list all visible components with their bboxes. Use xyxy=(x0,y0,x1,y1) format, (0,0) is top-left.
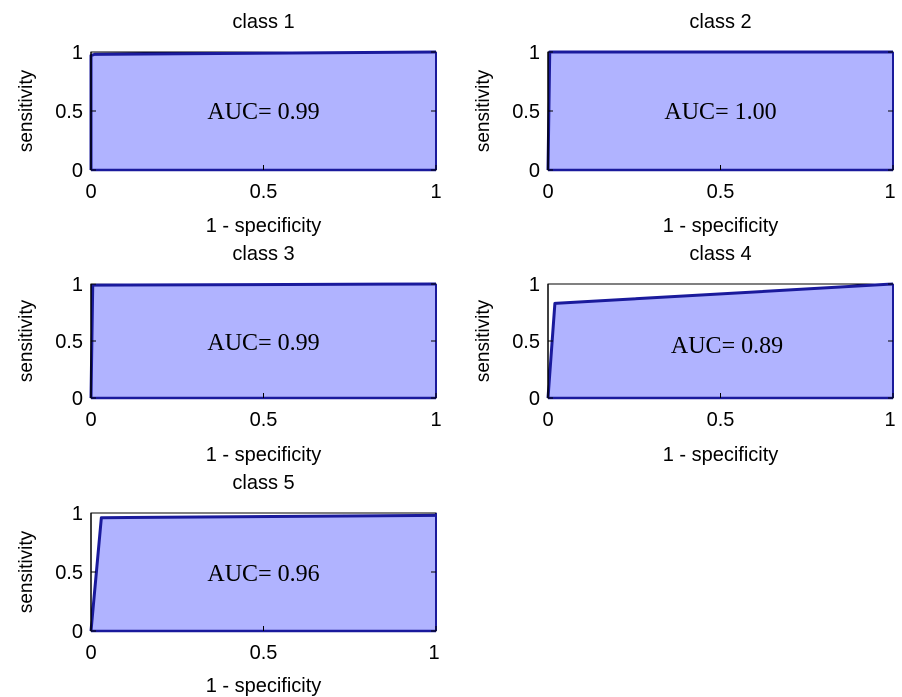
x-tick-label: 0.5 xyxy=(707,409,735,431)
x-tick-label: 0 xyxy=(85,642,96,664)
panel-class-3: class 3 AUC= 0.99 0 0.5 1 0 0.5 1 1 - sp… xyxy=(16,243,442,466)
y-tick-label: 0.5 xyxy=(512,331,540,353)
y-tick-label: 0.5 xyxy=(512,101,540,123)
chart-title: class 5 xyxy=(232,472,294,494)
x-axis-label: 1 - specificity xyxy=(206,215,322,237)
y-tick-label: 0 xyxy=(72,160,83,182)
roc-area xyxy=(91,515,436,631)
auc-label: AUC= xyxy=(207,561,271,587)
plot-area xyxy=(89,512,437,633)
panel-class-4: class 4 AUC= 0.89 0 0.5 1 0 0.5 1 1 - sp… xyxy=(473,243,896,466)
panel-class-5: class 5 AUC= 0.96 0 0.5 1 0 0.5 1 1 - sp… xyxy=(16,472,440,697)
x-tick-label: 0.5 xyxy=(250,409,278,431)
y-tick-label: 0.5 xyxy=(55,562,83,584)
y-tick-label: 1 xyxy=(529,42,540,64)
y-tick-label: 0 xyxy=(529,160,540,182)
x-axis-label: 1 - specificity xyxy=(206,444,322,466)
x-axis-label: 1 - specificity xyxy=(663,215,779,237)
x-tick-label: 0.5 xyxy=(250,642,278,664)
y-axis-label: sensitivity xyxy=(473,69,494,152)
y-tick-label: 0 xyxy=(72,388,83,410)
auc-value: 0.99 xyxy=(278,99,320,125)
auc-label: AUC= xyxy=(664,99,728,125)
y-tick-label: 0 xyxy=(72,621,83,643)
x-tick-label: 0 xyxy=(85,181,96,203)
y-tick-label: 0.5 xyxy=(55,101,83,123)
auc-label: AUC= xyxy=(671,333,735,359)
y-tick-label: 1 xyxy=(72,274,83,296)
roc-area xyxy=(548,52,893,170)
auc-value: 0.89 xyxy=(741,333,783,359)
auc-annotation: AUC= 0.89 xyxy=(671,333,783,359)
plot-area xyxy=(546,50,894,172)
panel-class-2: class 2 AUC= 1.00 0 0.5 1 0 0.5 1 1 - sp… xyxy=(473,11,896,237)
panel-class-1: class 1 AUC= 0.99 0 0.5 1 0 0.5 1 1 - sp… xyxy=(16,11,442,237)
x-axis-label: 1 - specificity xyxy=(663,444,779,466)
chart-title: class 2 xyxy=(689,11,751,33)
roc-area xyxy=(548,284,893,398)
roc-curve xyxy=(89,513,437,632)
roc-area xyxy=(91,52,436,170)
auc-label: AUC= xyxy=(207,99,271,125)
auc-annotation: AUC= 0.99 xyxy=(207,99,319,125)
x-tick-label: 1 xyxy=(884,409,895,431)
roc-area xyxy=(91,284,436,398)
x-tick-label: 0.5 xyxy=(250,181,278,203)
x-axis-label: 1 - specificity xyxy=(206,675,322,697)
y-tick-label: 0 xyxy=(529,388,540,410)
y-tick-label: 0.5 xyxy=(55,331,83,353)
y-axis-label: sensitivity xyxy=(16,299,37,382)
x-tick-label: 1 xyxy=(430,409,441,431)
x-tick-label: 0 xyxy=(85,409,96,431)
auc-label: AUC= xyxy=(207,330,271,356)
auc-value: 0.99 xyxy=(278,330,320,356)
plot-area xyxy=(89,50,437,172)
y-axis-label: sensitivity xyxy=(16,69,37,152)
roc-curve xyxy=(546,282,894,399)
auc-value: 0.96 xyxy=(278,561,320,587)
x-tick-label: 1 xyxy=(884,181,895,203)
y-tick-label: 1 xyxy=(72,42,83,64)
auc-annotation: AUC= 1.00 xyxy=(664,99,776,125)
y-axis-label: sensitivity xyxy=(16,530,37,613)
auc-annotation: AUC= 0.99 xyxy=(207,330,319,356)
chart-title: class 4 xyxy=(689,243,751,265)
y-axis-label: sensitivity xyxy=(473,299,494,382)
plot-area xyxy=(89,282,437,400)
chart-title: class 3 xyxy=(232,243,294,265)
x-tick-label: 1 xyxy=(430,181,441,203)
y-tick-label: 1 xyxy=(529,274,540,296)
chart-title: class 1 xyxy=(232,11,294,33)
x-tick-label: 0.5 xyxy=(707,181,735,203)
auc-value: 1.00 xyxy=(735,99,777,125)
x-tick-label: 0 xyxy=(542,409,553,431)
y-tick-label: 1 xyxy=(72,503,83,525)
x-tick-label: 1 xyxy=(428,642,439,664)
plot-area xyxy=(546,282,894,400)
x-tick-label: 0 xyxy=(542,181,553,203)
auc-annotation: AUC= 0.96 xyxy=(207,561,319,587)
